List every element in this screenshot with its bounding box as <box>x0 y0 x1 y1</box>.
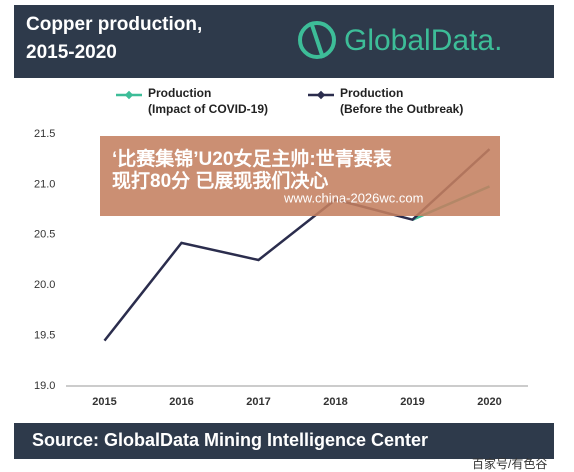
plot: 19.0 19.5 20.0 20.5 21.0 21.5 2015 2016 2017 2018… <box>34 86 528 408</box>
legend-label: Production <box>148 86 211 100</box>
watermark-url: www.china-2026wc.com <box>283 190 423 205</box>
legend-label: (Before the Outbreak) <box>340 102 463 116</box>
legend-marker <box>316 90 326 100</box>
title-line: 2015-2020 <box>26 42 117 63</box>
x-tick-label: 2018 <box>323 396 347 408</box>
watermark-text: 现打80分 已展现我们决心 <box>112 169 328 192</box>
header-band <box>14 5 554 78</box>
x-tick-label: 2017 <box>246 396 270 408</box>
y-tick-label: 20.0 <box>34 279 55 291</box>
source: Source: GlobalData Mining Intelligence C… <box>32 430 428 450</box>
title-line: Copper production, <box>26 14 202 35</box>
x-tick-label: 2019 <box>400 396 424 408</box>
legend-marker <box>124 90 134 100</box>
logo-text: GlobalData. <box>344 24 502 57</box>
x-tick-label: 2020 <box>477 396 501 408</box>
y-tick-label: 21.5 <box>34 128 55 140</box>
y-tick-label: 21.0 <box>34 178 55 190</box>
y-tick-label: 19.5 <box>34 330 55 342</box>
logo-icon <box>298 21 336 59</box>
footer-band <box>14 423 554 459</box>
y-tick-label: 20.5 <box>34 229 55 241</box>
watermark: ‘比赛集锦’U20女足主帅:世青赛表 现打80分 已展现我们决心 www.chi… <box>100 136 500 216</box>
watermark-box <box>100 136 500 216</box>
legend-label: (Impact of COVID-19) <box>148 102 268 116</box>
legend-label: Production <box>340 86 403 100</box>
x-tick-label: 2015 <box>92 396 116 408</box>
credit: 百家号/有色谷 <box>472 456 547 471</box>
x-tick-label: 2016 <box>169 396 193 408</box>
watermark-text: ‘比赛集锦’U20女足主帅:世青赛表 <box>112 147 393 170</box>
y-tick-label: 19.0 <box>34 380 55 392</box>
